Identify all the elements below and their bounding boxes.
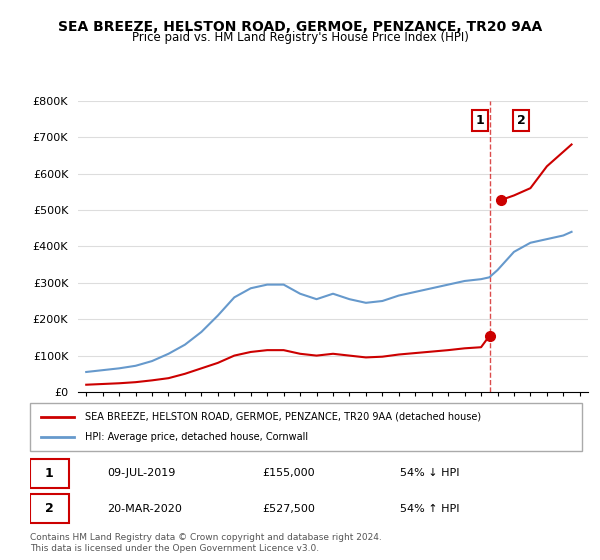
Text: 54% ↓ HPI: 54% ↓ HPI xyxy=(400,468,460,478)
Text: 2: 2 xyxy=(45,502,53,515)
Text: 2: 2 xyxy=(517,114,526,127)
Text: Price paid vs. HM Land Registry's House Price Index (HPI): Price paid vs. HM Land Registry's House … xyxy=(131,31,469,44)
Text: HPI: Average price, detached house, Cornwall: HPI: Average price, detached house, Corn… xyxy=(85,432,308,442)
Text: 1: 1 xyxy=(45,466,53,480)
Text: 54% ↑ HPI: 54% ↑ HPI xyxy=(400,504,460,514)
Text: Contains HM Land Registry data © Crown copyright and database right 2024.
This d: Contains HM Land Registry data © Crown c… xyxy=(30,533,382,553)
Text: SEA BREEZE, HELSTON ROAD, GERMOE, PENZANCE, TR20 9AA: SEA BREEZE, HELSTON ROAD, GERMOE, PENZAN… xyxy=(58,20,542,34)
Text: 09-JUL-2019: 09-JUL-2019 xyxy=(107,468,176,478)
FancyBboxPatch shape xyxy=(30,494,68,523)
FancyBboxPatch shape xyxy=(30,459,68,488)
FancyBboxPatch shape xyxy=(30,403,582,451)
Text: 20-MAR-2020: 20-MAR-2020 xyxy=(107,504,182,514)
Text: £527,500: £527,500 xyxy=(262,504,315,514)
Text: £155,000: £155,000 xyxy=(262,468,314,478)
Text: 1: 1 xyxy=(476,114,485,127)
Text: SEA BREEZE, HELSTON ROAD, GERMOE, PENZANCE, TR20 9AA (detached house): SEA BREEZE, HELSTON ROAD, GERMOE, PENZAN… xyxy=(85,412,481,422)
